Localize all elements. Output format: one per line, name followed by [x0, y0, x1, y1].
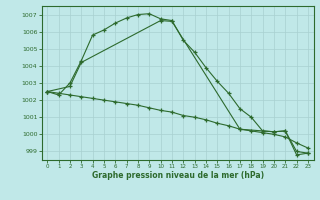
X-axis label: Graphe pression niveau de la mer (hPa): Graphe pression niveau de la mer (hPa) [92, 171, 264, 180]
